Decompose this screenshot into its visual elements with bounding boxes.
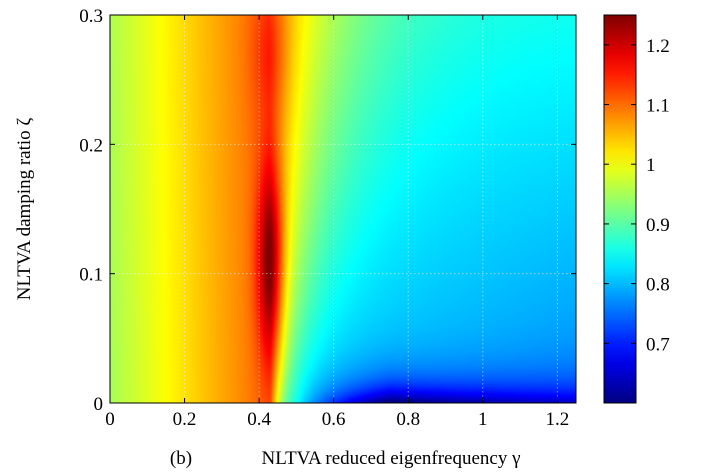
colorbar-ticks: 0.7 0.8 0.9 1 1.1 1.2: [604, 36, 670, 355]
grid-lines: [110, 15, 576, 403]
colorbar-tick-label: 0.9: [646, 215, 670, 236]
x-tick-label: 0.4: [247, 409, 271, 430]
y-axis-ticks: 0 0.1 0.2 0.3: [79, 6, 576, 415]
y-axis-title: NLTVA damping ratio ζ: [14, 118, 35, 301]
y-tick-label: 0.2: [79, 135, 103, 156]
colorbar-tick-label: 1.1: [646, 96, 670, 117]
x-axis-title: NLTVA reduced eigenfrequency γ: [261, 448, 520, 469]
x-axis-title-row: (b) NLTVA reduced eigenfrequency γ: [170, 448, 521, 469]
y-tick-label: 0.1: [79, 265, 103, 286]
colorbar-tick-label: 0.7: [646, 334, 670, 355]
plot-frame: [109, 14, 577, 404]
x-tick-label: 0.8: [396, 409, 420, 430]
x-axis-ticks: 0 0.2 0.4 0.6 0.8 1 1.2: [105, 15, 569, 430]
x-tick-label: 1.2: [545, 409, 569, 430]
x-tick-label: 0.2: [173, 409, 197, 430]
heatmap-field: [110, 15, 576, 403]
colorbar-tick-label: 0.8: [646, 275, 670, 296]
caption-prefix: (b): [170, 448, 192, 469]
x-tick-label: 0: [105, 409, 115, 430]
colorbar-tick-label: 1: [646, 155, 656, 176]
y-tick-label: 0.3: [79, 6, 103, 27]
plot-area: 0 0.2 0.4 0.6 0.8 1 1.2 0 0.1 0.2 0.3: [79, 6, 577, 430]
x-tick-label: 0.6: [322, 409, 346, 430]
colorbar-tick-label: 1.2: [646, 36, 670, 57]
y-tick-label: 0: [94, 394, 104, 415]
colorbar-frame: [603, 14, 637, 404]
x-tick-label: 1: [478, 409, 488, 430]
colorbar-gradient: [604, 15, 636, 403]
colorbar: 0.7 0.8 0.9 1 1.1 1.2: [603, 14, 670, 404]
